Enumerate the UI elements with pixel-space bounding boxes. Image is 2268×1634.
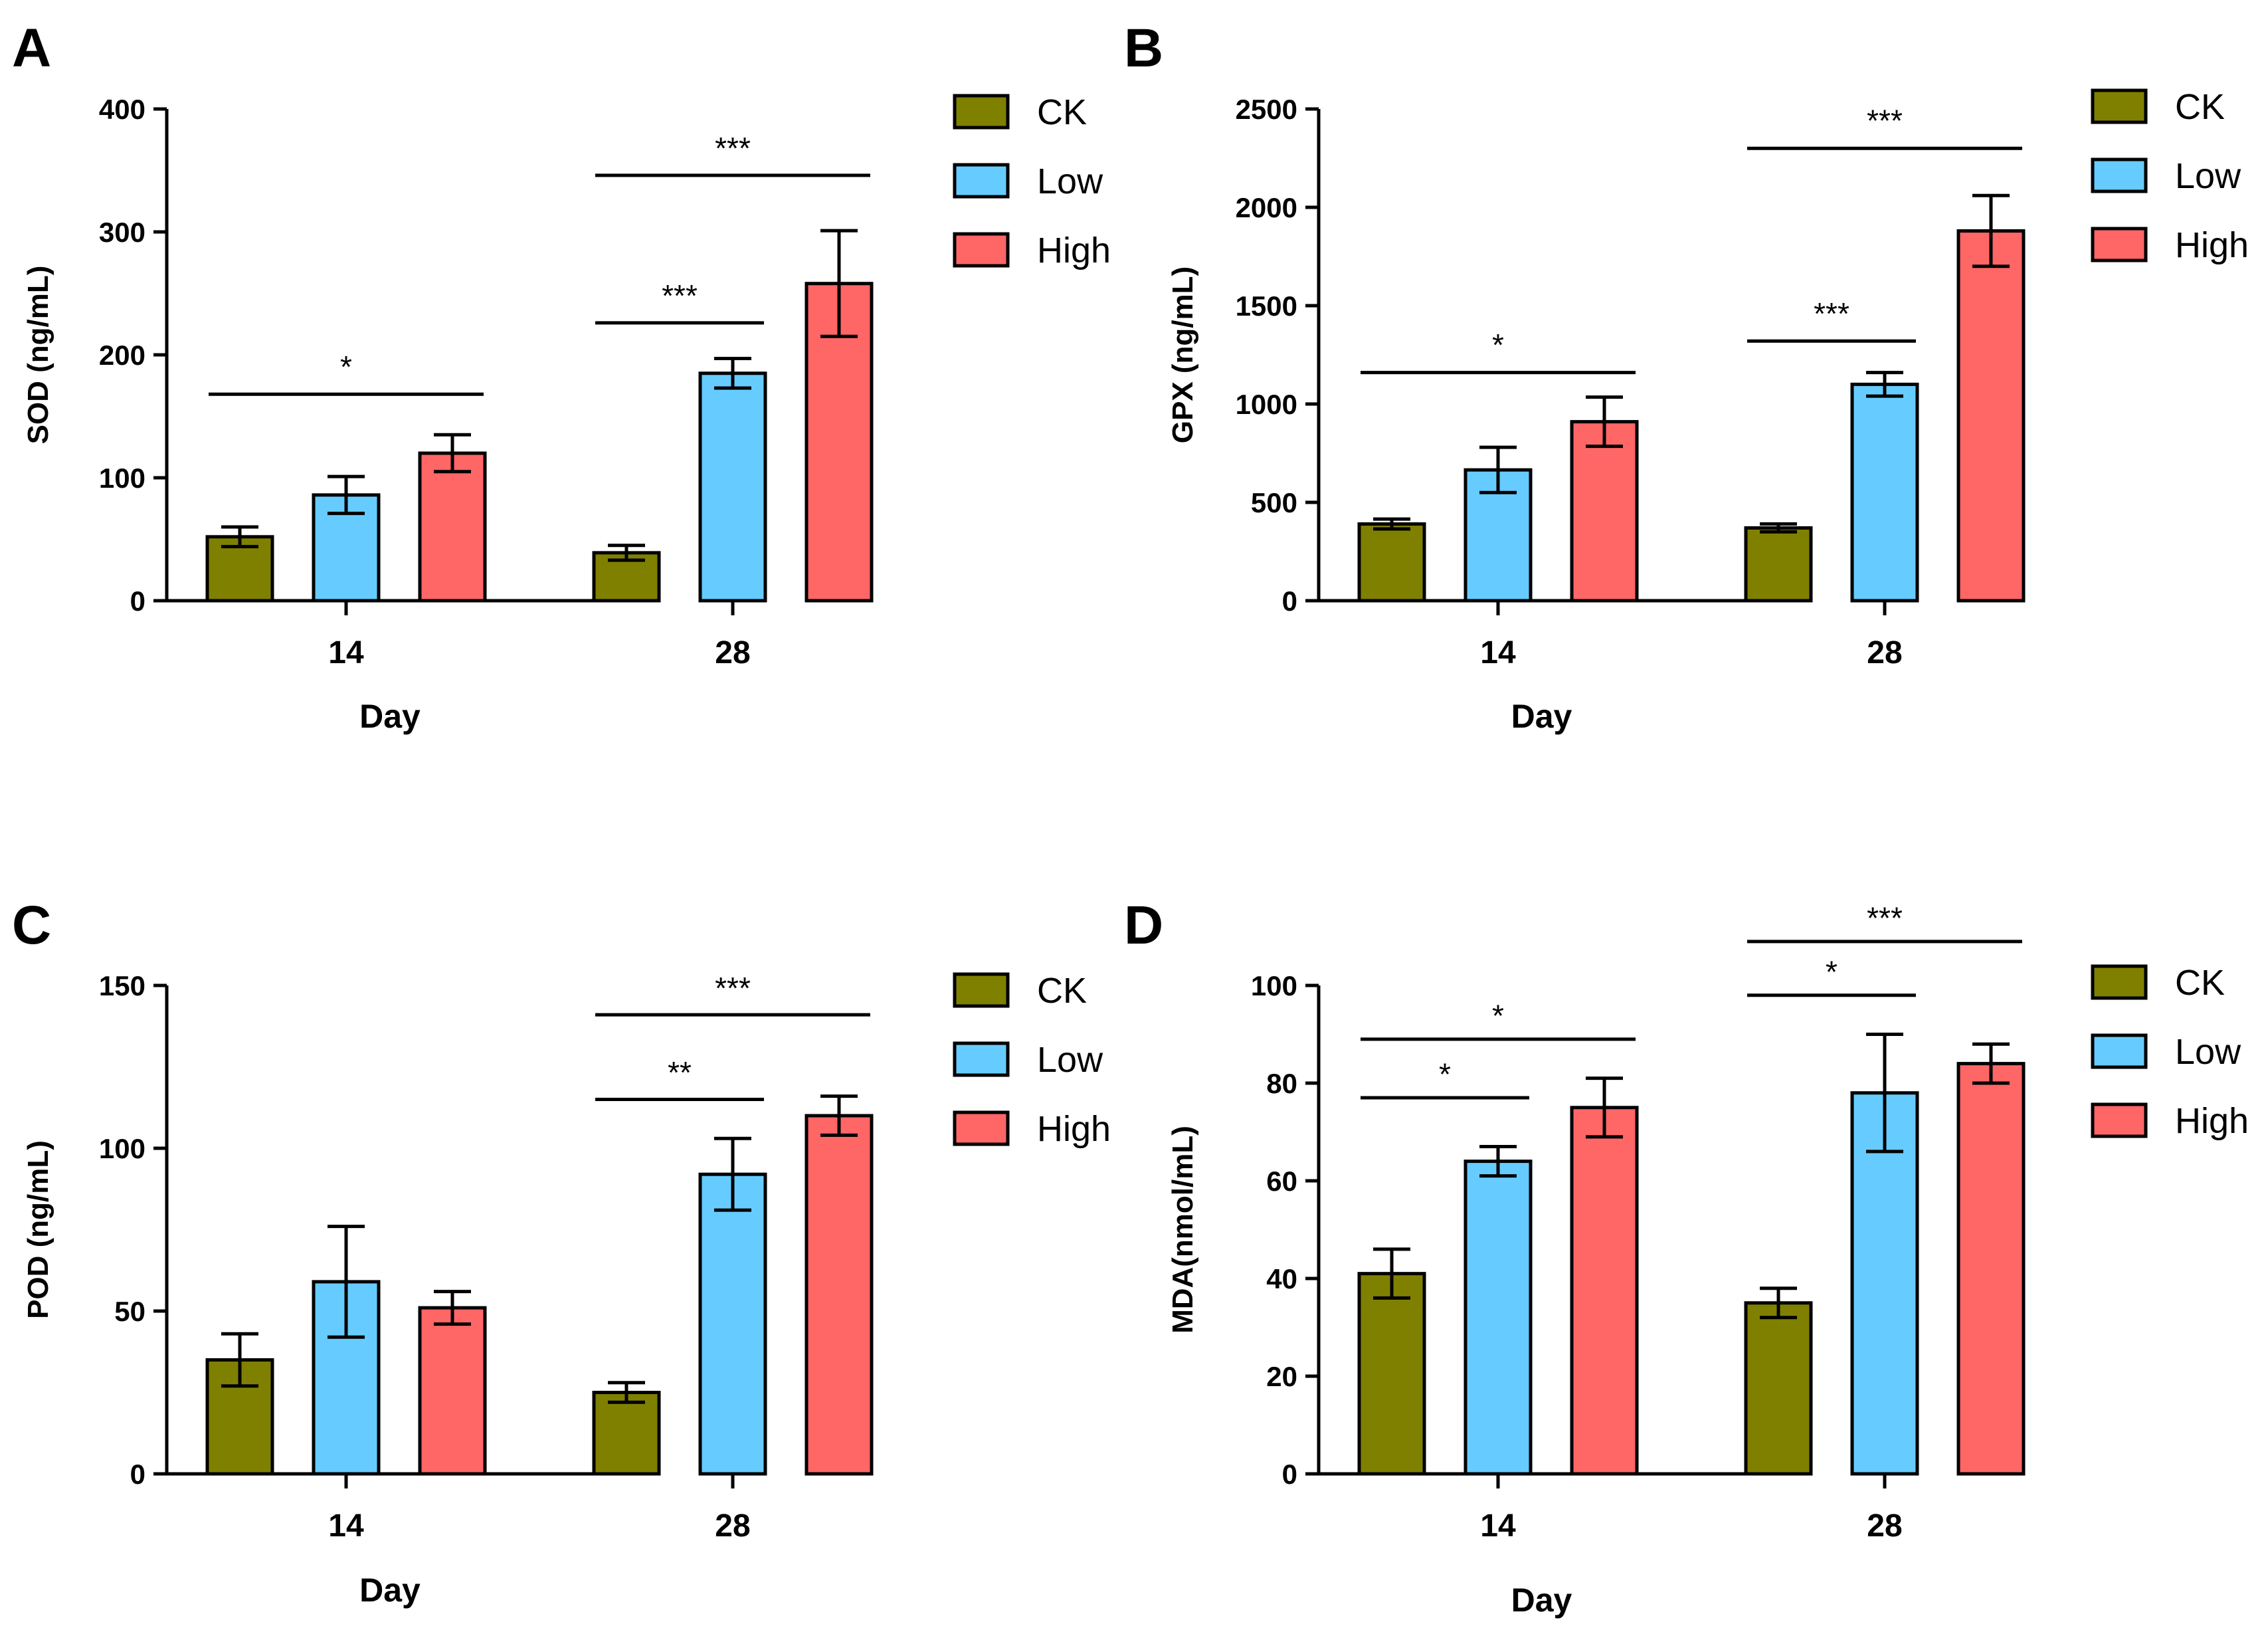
panel-letter: C xyxy=(12,895,51,956)
y-tick-label: 2500 xyxy=(1236,94,1297,125)
legend-label-ck: CK xyxy=(1037,971,1087,1011)
panel-letter: D xyxy=(1124,895,1163,956)
significance-label: *** xyxy=(1814,296,1849,331)
significance-label: *** xyxy=(1867,900,1903,935)
legend-label-low: Low xyxy=(1037,1040,1103,1080)
legend-label-ck: CK xyxy=(1037,92,1087,132)
bar-low xyxy=(1850,382,1919,603)
legend-label-high: High xyxy=(2175,225,2249,265)
bar-high xyxy=(418,1306,487,1476)
legend-swatch-ck xyxy=(953,94,1010,130)
significance-label: *** xyxy=(715,971,751,1005)
bar-high xyxy=(418,451,487,603)
significance-label: * xyxy=(340,350,352,384)
y-tick-label: 0 xyxy=(130,1459,145,1490)
bar-ck xyxy=(1744,526,1813,603)
x-axis-label: Day xyxy=(1511,698,1572,735)
bar-ck xyxy=(1357,522,1426,603)
legend-swatch-low xyxy=(953,1041,1010,1077)
bar-ck xyxy=(1357,1272,1426,1476)
legend-swatch-ck xyxy=(953,972,1010,1008)
legend-swatch-ck xyxy=(2091,88,2148,124)
y-axis-label: GPX (ng/mL) xyxy=(1167,266,1199,443)
legend-label-low: Low xyxy=(2175,1032,2241,1072)
y-tick-label: 80 xyxy=(1266,1068,1297,1099)
bar-high xyxy=(1956,229,2026,603)
legend-swatch-high xyxy=(2091,1102,2148,1138)
bar-ck xyxy=(592,1391,661,1476)
y-axis-label: MDA(nmol/mL) xyxy=(1167,1126,1199,1334)
legend-label-ck: CK xyxy=(2175,963,2225,1003)
legend-label-high: High xyxy=(1037,231,1111,270)
panel-letter: B xyxy=(1124,18,1163,78)
significance-label: * xyxy=(1492,998,1504,1033)
y-axis-label: SOD (ng/mL) xyxy=(22,266,54,445)
bar-high xyxy=(1956,1062,2026,1476)
y-tick-label: 0 xyxy=(1282,585,1297,617)
x-axis-label: Day xyxy=(359,1572,421,1609)
y-tick-label: 400 xyxy=(99,94,145,125)
y-tick-label: 200 xyxy=(99,340,145,371)
x-axis-label: Day xyxy=(1511,1582,1572,1619)
legend-swatch-low xyxy=(953,163,1010,199)
legend-swatch-high xyxy=(953,232,1010,268)
x-tick-label: 14 xyxy=(1480,635,1516,670)
significance-label: ** xyxy=(668,1055,692,1090)
legend-swatch-high xyxy=(2091,227,2148,262)
bar-high xyxy=(804,1114,874,1476)
bar-low xyxy=(698,371,767,603)
significance-label: * xyxy=(1492,328,1504,362)
significance-label: *** xyxy=(662,278,698,313)
legend-label-low: Low xyxy=(1037,161,1103,201)
legend-label-high: High xyxy=(1037,1109,1111,1149)
y-tick-label: 100 xyxy=(1251,970,1297,1001)
bar-low xyxy=(1464,1160,1533,1476)
legend-swatch-high xyxy=(953,1110,1010,1146)
y-tick-label: 40 xyxy=(1266,1263,1297,1294)
legend-swatch-ck xyxy=(2091,964,2148,1000)
x-tick-label: 28 xyxy=(715,635,750,670)
significance-label: *** xyxy=(715,131,751,165)
y-tick-label: 1000 xyxy=(1236,389,1297,420)
y-tick-label: 300 xyxy=(99,217,145,248)
y-tick-label: 150 xyxy=(99,970,145,1001)
legend-swatch-low xyxy=(2091,1033,2148,1069)
significance-label: * xyxy=(1439,1057,1451,1092)
x-tick-label: 28 xyxy=(715,1508,750,1544)
y-tick-label: 50 xyxy=(114,1296,145,1327)
significance-label: *** xyxy=(1867,104,1903,138)
bar-low xyxy=(1850,1091,1919,1476)
bar-high xyxy=(1570,1106,1639,1476)
legend-label-high: High xyxy=(2175,1101,2249,1141)
panel-letter: A xyxy=(12,18,51,78)
panel-b: B 0 500 1000 1500 2000 2500 GPX (ng/mL) 14 28 Day *… xyxy=(1124,18,2249,735)
legend-label-ck: CK xyxy=(2175,87,2225,127)
x-tick-label: 28 xyxy=(1867,635,1902,670)
y-tick-label: 60 xyxy=(1266,1166,1297,1197)
y-axis-label: POD (ng/mL) xyxy=(22,1140,54,1319)
y-tick-label: 500 xyxy=(1251,487,1297,518)
significance-label: * xyxy=(1826,954,1838,989)
x-tick-label: 14 xyxy=(328,635,364,670)
y-tick-label: 0 xyxy=(130,585,145,617)
y-tick-label: 0 xyxy=(1282,1459,1297,1490)
legend-swatch-low xyxy=(2091,157,2148,193)
y-tick-label: 100 xyxy=(99,1133,145,1164)
y-tick-label: 1500 xyxy=(1236,290,1297,322)
x-tick-label: 28 xyxy=(1867,1508,1902,1544)
x-tick-label: 14 xyxy=(328,1508,364,1544)
x-tick-label: 14 xyxy=(1480,1508,1516,1544)
x-axis-label: Day xyxy=(359,698,421,735)
y-tick-label: 100 xyxy=(99,462,145,494)
bar-high xyxy=(1570,420,1639,603)
legend-label-low: Low xyxy=(2175,156,2241,196)
y-tick-label: 2000 xyxy=(1236,192,1297,223)
bar-ck xyxy=(1744,1301,1813,1476)
bar-low xyxy=(698,1172,767,1476)
y-tick-label: 20 xyxy=(1266,1361,1297,1392)
